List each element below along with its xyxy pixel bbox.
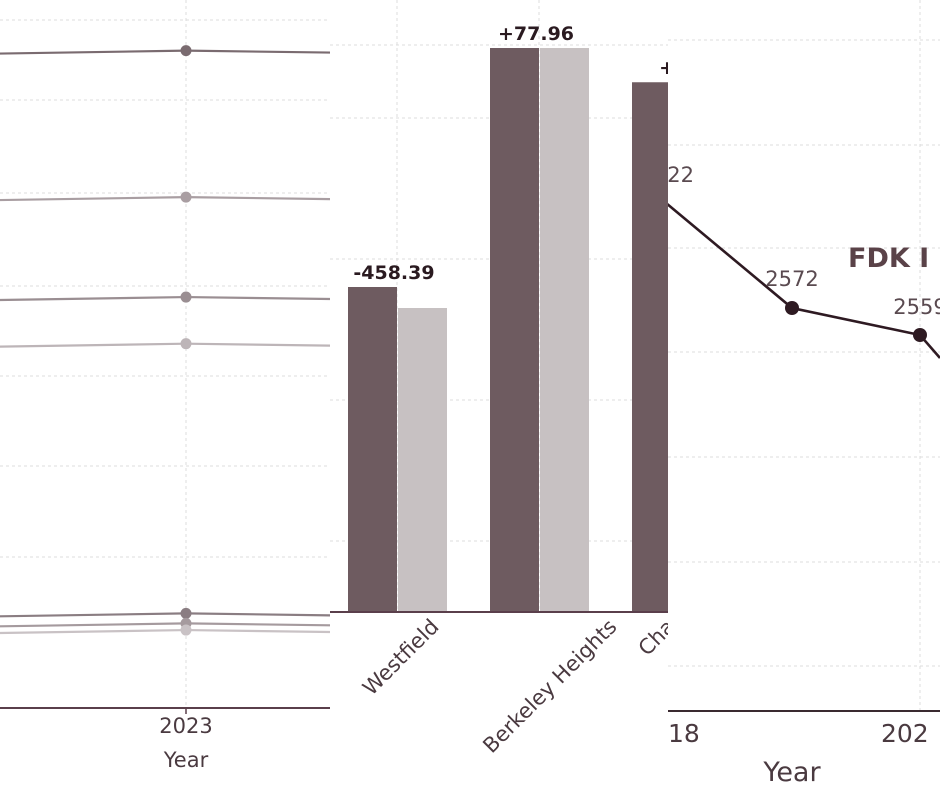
data-point (180, 191, 192, 203)
bar-data-label: -458.39 (353, 262, 434, 284)
series-line (185, 49, 330, 54)
bar (490, 48, 539, 612)
bar-data-label: +77.96 (498, 23, 574, 45)
middle-bar-chart: -458.39 +77.96 +7( Westfield Berkeley Height… (330, 0, 668, 788)
series-line (0, 612, 187, 618)
point-label: 22 (668, 163, 694, 187)
data-point (180, 45, 192, 57)
bar (540, 48, 589, 612)
series-line (185, 196, 330, 201)
category-label: Berkeley Heights (478, 615, 621, 758)
series-line (185, 295, 330, 301)
annotation: FDK I (848, 243, 929, 274)
x-tick-label: 2023 (159, 714, 212, 738)
category-label: Cha (634, 615, 668, 661)
x-tick-label: 202 (881, 719, 929, 748)
series-line (0, 196, 187, 202)
series-line (0, 295, 187, 302)
point-label: 2559 (893, 295, 940, 319)
data-point (785, 301, 799, 315)
data-point (180, 624, 192, 636)
right-line-chart-svg: 22 2572 2559 FDK I 18 202 Year (668, 0, 940, 788)
bar-data-label: +7( (659, 57, 668, 79)
data-point (180, 338, 192, 350)
series-line (0, 622, 187, 628)
data-point (913, 328, 927, 342)
bar (632, 82, 668, 612)
category-label: Westfield (358, 615, 444, 701)
right-line-chart: 22 2572 2559 FDK I 18 202 Year (668, 0, 940, 788)
bar (348, 287, 397, 612)
x-axis-label: Year (762, 757, 821, 788)
series-line (185, 622, 330, 627)
series-line (0, 628, 187, 635)
middle-bar-chart-svg: -458.39 +77.96 +7( Westfield Berkeley Height… (330, 0, 668, 758)
series-line (0, 49, 187, 55)
bar (398, 308, 447, 612)
series-line (185, 612, 330, 617)
x-tick-label: 18 (668, 719, 700, 748)
point-label: 2572 (765, 267, 818, 291)
series-line (185, 628, 330, 634)
left-line-chart: 2023 Year (0, 0, 330, 788)
x-axis-label: Year (163, 748, 209, 772)
series-line (185, 342, 330, 347)
series-line (0, 342, 187, 348)
left-line-chart-svg: 2023 Year (0, 0, 330, 772)
series-line (668, 202, 940, 359)
data-point (180, 607, 192, 619)
data-point (180, 291, 192, 303)
